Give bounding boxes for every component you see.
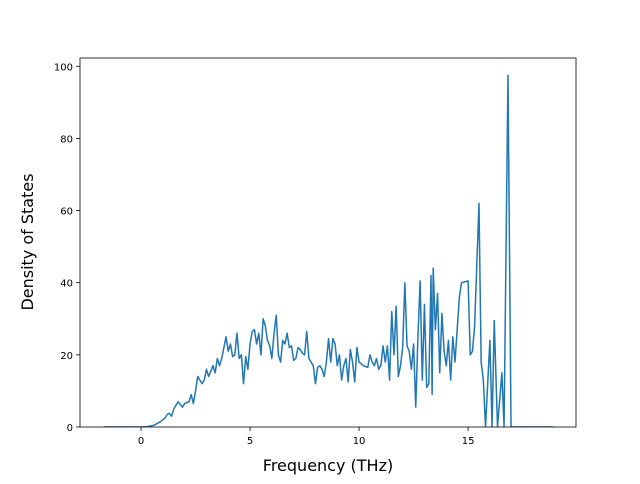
x-tick-label: 5 — [247, 436, 253, 447]
x-axis-label: Frequency (THz) — [263, 456, 393, 475]
x-tick-label: 15 — [462, 436, 475, 447]
data-line — [103, 74, 554, 427]
y-axis-label: Density of States — [18, 173, 37, 310]
y-tick-label: 100 — [54, 62, 73, 73]
x-tick-label: 0 — [138, 436, 144, 447]
x-tick-label: 10 — [353, 436, 366, 447]
y-tick-label: 60 — [60, 207, 73, 218]
y-tick-label: 20 — [60, 351, 73, 362]
y-tick-label: 80 — [60, 134, 73, 145]
y-tick-label: 40 — [60, 279, 73, 290]
plot-frame — [79, 57, 577, 428]
y-tick-label: 0 — [67, 423, 73, 434]
